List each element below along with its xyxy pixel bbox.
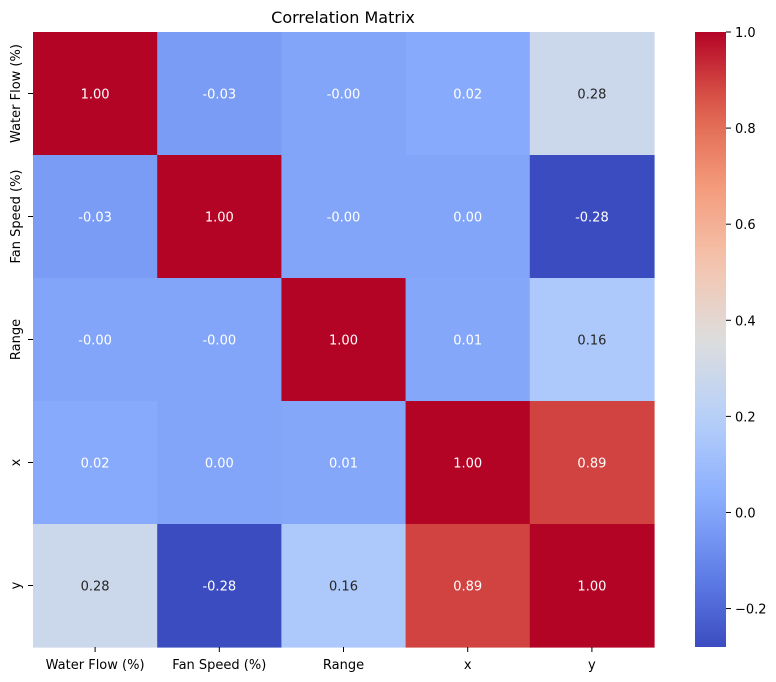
heatmap-annotation-r0-c4: 0.28: [577, 88, 606, 103]
colorbar-tick-label-0: −0.2: [735, 603, 767, 618]
heatmap-annotation-r2-c1: -0.00: [202, 334, 236, 349]
x-axis-ticks: Water Flow (%) Fan Speed (%) Range x y: [46, 647, 596, 673]
heatmap-cell-r0-c3: [405, 32, 531, 156]
x-tick-label-4: y: [588, 658, 596, 673]
chart-title: Correlation Matrix: [271, 8, 415, 27]
heatmap-cell-r1-c4: [529, 155, 655, 279]
y-tick-label-3: x: [9, 458, 24, 466]
heatmap-annotation-r1-c0: -0.03: [78, 211, 112, 226]
heatmap-annotation-r3-c1: 0.00: [205, 457, 234, 472]
colorbar-tick-label-2: 0.2: [735, 410, 756, 425]
heatmap-annotation-r0-c1: -0.03: [202, 88, 236, 103]
heatmap-annotation-r1-c3: 0.00: [453, 211, 482, 226]
colorbar-tick-label-1: 0.0: [735, 506, 756, 521]
heatmap-annotation-r0-c3: 0.02: [453, 88, 482, 103]
heatmap-cell-r4-c4: [529, 524, 655, 648]
x-tick-label-2: Range: [323, 658, 364, 673]
heatmap-annotation-r4-c3: 0.89: [453, 580, 482, 595]
heatmap-annotation-r2-c4: 0.16: [577, 334, 606, 349]
colorbar-tick-label-6: 1.0: [735, 26, 756, 41]
y-tick-label-2: Range: [9, 319, 24, 360]
x-tick-label-0: Water Flow (%): [46, 658, 145, 673]
heatmap-annotation-r4-c2: 0.16: [329, 580, 358, 595]
heatmap-annotation-r3-c0: 0.02: [81, 457, 110, 472]
colorbar: −0.2 0.0 0.2 0.4 0.6 0.8 1.0: [695, 26, 767, 647]
heatmap-annotation-r4-c0: 0.28: [81, 580, 110, 595]
heatmap-cell-r2-c3: [405, 278, 531, 402]
colorbar-gradient: [695, 32, 726, 647]
heatmap-cell-r1-c2: [281, 155, 407, 279]
heatmap-annotation-r0-c2: -0.00: [327, 88, 361, 103]
y-tick-label-4: y: [9, 581, 24, 589]
heatmap-annotation-r3-c4: 0.89: [577, 457, 606, 472]
y-tick-label-0: Water Flow (%): [9, 44, 24, 143]
heatmap-cell-r0-c2: [281, 32, 407, 156]
heatmap-annotation-r1-c2: -0.00: [327, 211, 361, 226]
y-axis-ticks: Water Flow (%) Fan Speed (%) Range x y: [9, 44, 33, 589]
heatmap-cell-r3-c0: [33, 401, 158, 525]
heatmap-cell-r3-c1: [157, 401, 282, 525]
heatmap-cell-r0-c0: [33, 32, 158, 156]
heatmap-cell-r3-c3: [405, 401, 531, 525]
colorbar-tick-label-5: 0.8: [735, 122, 756, 137]
heatmap-annotation-r1-c4: -0.28: [575, 211, 609, 226]
heatmap-annotation-r4-c4: 1.00: [577, 580, 606, 595]
heatmap-cell-r0-c4: [529, 32, 655, 156]
heatmap-cell-r1-c3: [405, 155, 531, 279]
heatmap-annotation-r3-c3: 1.00: [453, 457, 482, 472]
heatmap-cell-r4-c2: [281, 524, 407, 648]
heatmap-cell-r3-c2: [281, 401, 407, 525]
heatmap-cell-r1-c0: [33, 155, 158, 279]
heatmap-cell-r2-c2: [281, 278, 407, 402]
heatmap-cell-r2-c0: [33, 278, 158, 402]
y-tick-label-1: Fan Speed (%): [9, 169, 24, 263]
heatmap-cell-r4-c3: [405, 524, 531, 648]
x-tick-label-1: Fan Speed (%): [172, 658, 266, 673]
heatmap-annotation-r4-c1: -0.28: [202, 580, 236, 595]
colorbar-tick-label-3: 0.4: [735, 314, 756, 329]
heatmap-cell-r2-c1: [157, 278, 282, 402]
colorbar-tick-label-4: 0.6: [735, 218, 756, 233]
heatmap-cell-r4-c1: [157, 524, 282, 648]
heatmap-cell-r4-c0: [33, 524, 158, 648]
heatmap-cells: [33, 32, 655, 648]
heatmap-annotation-r3-c2: 0.01: [329, 457, 358, 472]
heatmap-cell-r0-c1: [157, 32, 282, 156]
heatmap-cell-r2-c4: [529, 278, 655, 402]
heatmap-annotation-r1-c1: 1.00: [205, 211, 234, 226]
x-tick-label-3: x: [464, 658, 472, 673]
heatmap-annotation-r0-c0: 1.00: [81, 88, 110, 103]
heatmap-cell-r1-c1: [157, 155, 282, 279]
heatmap-annotation-r2-c3: 0.01: [453, 334, 482, 349]
heatmap-annotations: 1.00 -0.03 -0.00 0.02 0.28 -0.03 1.00 -0.00 0.00…: [78, 88, 608, 595]
heatmap-cell-r3-c4: [529, 401, 655, 525]
heatmap-annotation-r2-c2: 1.00: [329, 334, 358, 349]
heatmap-annotation-r2-c0: -0.00: [78, 334, 112, 349]
